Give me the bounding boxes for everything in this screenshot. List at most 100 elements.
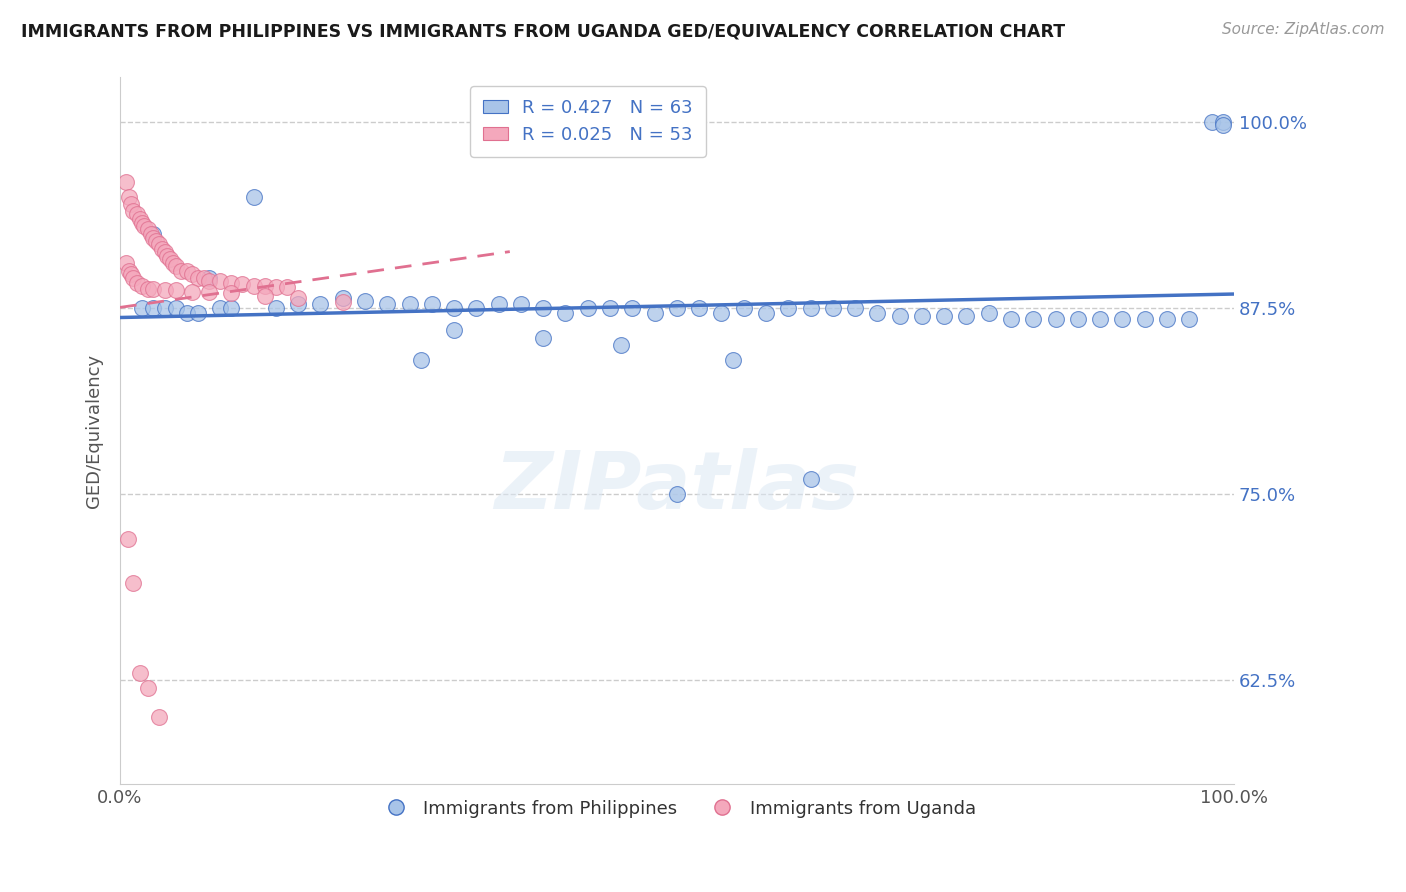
Point	[221, 301, 243, 315]
Point	[309, 296, 332, 310]
Point	[576, 301, 599, 315]
Point	[176, 264, 198, 278]
Point	[665, 487, 688, 501]
Point	[122, 204, 145, 219]
Point	[142, 301, 165, 315]
Point	[264, 301, 287, 315]
Point	[409, 353, 432, 368]
Point	[733, 301, 755, 315]
Point	[198, 285, 221, 299]
Point	[911, 309, 934, 323]
Point	[1111, 311, 1133, 326]
Point	[165, 283, 187, 297]
Point	[1088, 311, 1111, 326]
Point	[136, 681, 159, 695]
Point	[141, 227, 163, 241]
Point	[443, 323, 465, 337]
Point	[165, 260, 187, 274]
Point	[977, 305, 1000, 319]
Point	[1156, 311, 1178, 326]
Point	[187, 305, 209, 319]
Point	[1000, 311, 1022, 326]
Point	[122, 271, 145, 285]
Point	[755, 305, 778, 319]
Point	[129, 665, 152, 680]
Point	[117, 532, 139, 546]
Point	[332, 291, 354, 305]
Point	[1133, 311, 1156, 326]
Point	[153, 301, 176, 315]
Point	[118, 264, 141, 278]
Legend: Immigrants from Philippines, Immigrants from Uganda: Immigrants from Philippines, Immigrants …	[371, 792, 983, 825]
Point	[799, 472, 821, 486]
Point	[375, 296, 398, 310]
Point	[799, 301, 821, 315]
Point	[889, 309, 911, 323]
Point	[142, 282, 165, 296]
Point	[1201, 115, 1223, 129]
Point	[621, 301, 644, 315]
Point	[488, 296, 510, 310]
Point	[1045, 311, 1067, 326]
Point	[136, 282, 159, 296]
Point	[118, 189, 141, 203]
Point	[198, 274, 221, 288]
Point	[276, 280, 298, 294]
Point	[153, 244, 176, 259]
Point	[156, 249, 179, 263]
Point	[420, 296, 443, 310]
Point	[710, 305, 733, 319]
Point	[253, 289, 276, 303]
Point	[287, 296, 309, 310]
Point	[162, 256, 184, 270]
Point	[193, 271, 215, 285]
Point	[131, 301, 153, 315]
Point	[114, 256, 136, 270]
Point	[209, 301, 232, 315]
Point	[181, 267, 204, 281]
Point	[120, 197, 142, 211]
Point	[1067, 311, 1090, 326]
Text: IMMIGRANTS FROM PHILIPPINES VS IMMIGRANTS FROM UGANDA GED/EQUIVALENCY CORRELATIO: IMMIGRANTS FROM PHILIPPINES VS IMMIGRANT…	[21, 22, 1066, 40]
Point	[287, 291, 309, 305]
Point	[198, 271, 221, 285]
Point	[554, 305, 576, 319]
Point	[821, 301, 844, 315]
Point	[165, 301, 187, 315]
Point	[114, 175, 136, 189]
Point	[176, 305, 198, 319]
Point	[721, 353, 744, 368]
Point	[1022, 311, 1045, 326]
Point	[1212, 115, 1234, 129]
Point	[1178, 311, 1201, 326]
Point	[148, 710, 170, 724]
Point	[209, 274, 232, 288]
Point	[242, 189, 264, 203]
Y-axis label: GED/Equivalency: GED/Equivalency	[86, 354, 103, 508]
Point	[131, 216, 153, 230]
Point	[134, 219, 156, 234]
Point	[866, 305, 889, 319]
Point	[644, 305, 666, 319]
Point	[125, 207, 148, 221]
Point	[129, 211, 152, 226]
Point	[610, 338, 633, 352]
Point	[934, 309, 956, 323]
Point	[159, 252, 181, 266]
Point	[221, 276, 243, 290]
Point	[398, 296, 420, 310]
Point	[120, 267, 142, 281]
Point	[142, 231, 165, 245]
Point	[181, 285, 204, 299]
Point	[170, 264, 193, 278]
Point	[510, 296, 533, 310]
Text: ZIPatlas: ZIPatlas	[495, 449, 859, 526]
Point	[688, 301, 710, 315]
Point	[354, 293, 377, 308]
Point	[231, 277, 253, 292]
Text: Source: ZipAtlas.com: Source: ZipAtlas.com	[1222, 22, 1385, 37]
Point	[264, 280, 287, 294]
Point	[150, 242, 173, 256]
Point	[599, 301, 621, 315]
Point	[187, 271, 209, 285]
